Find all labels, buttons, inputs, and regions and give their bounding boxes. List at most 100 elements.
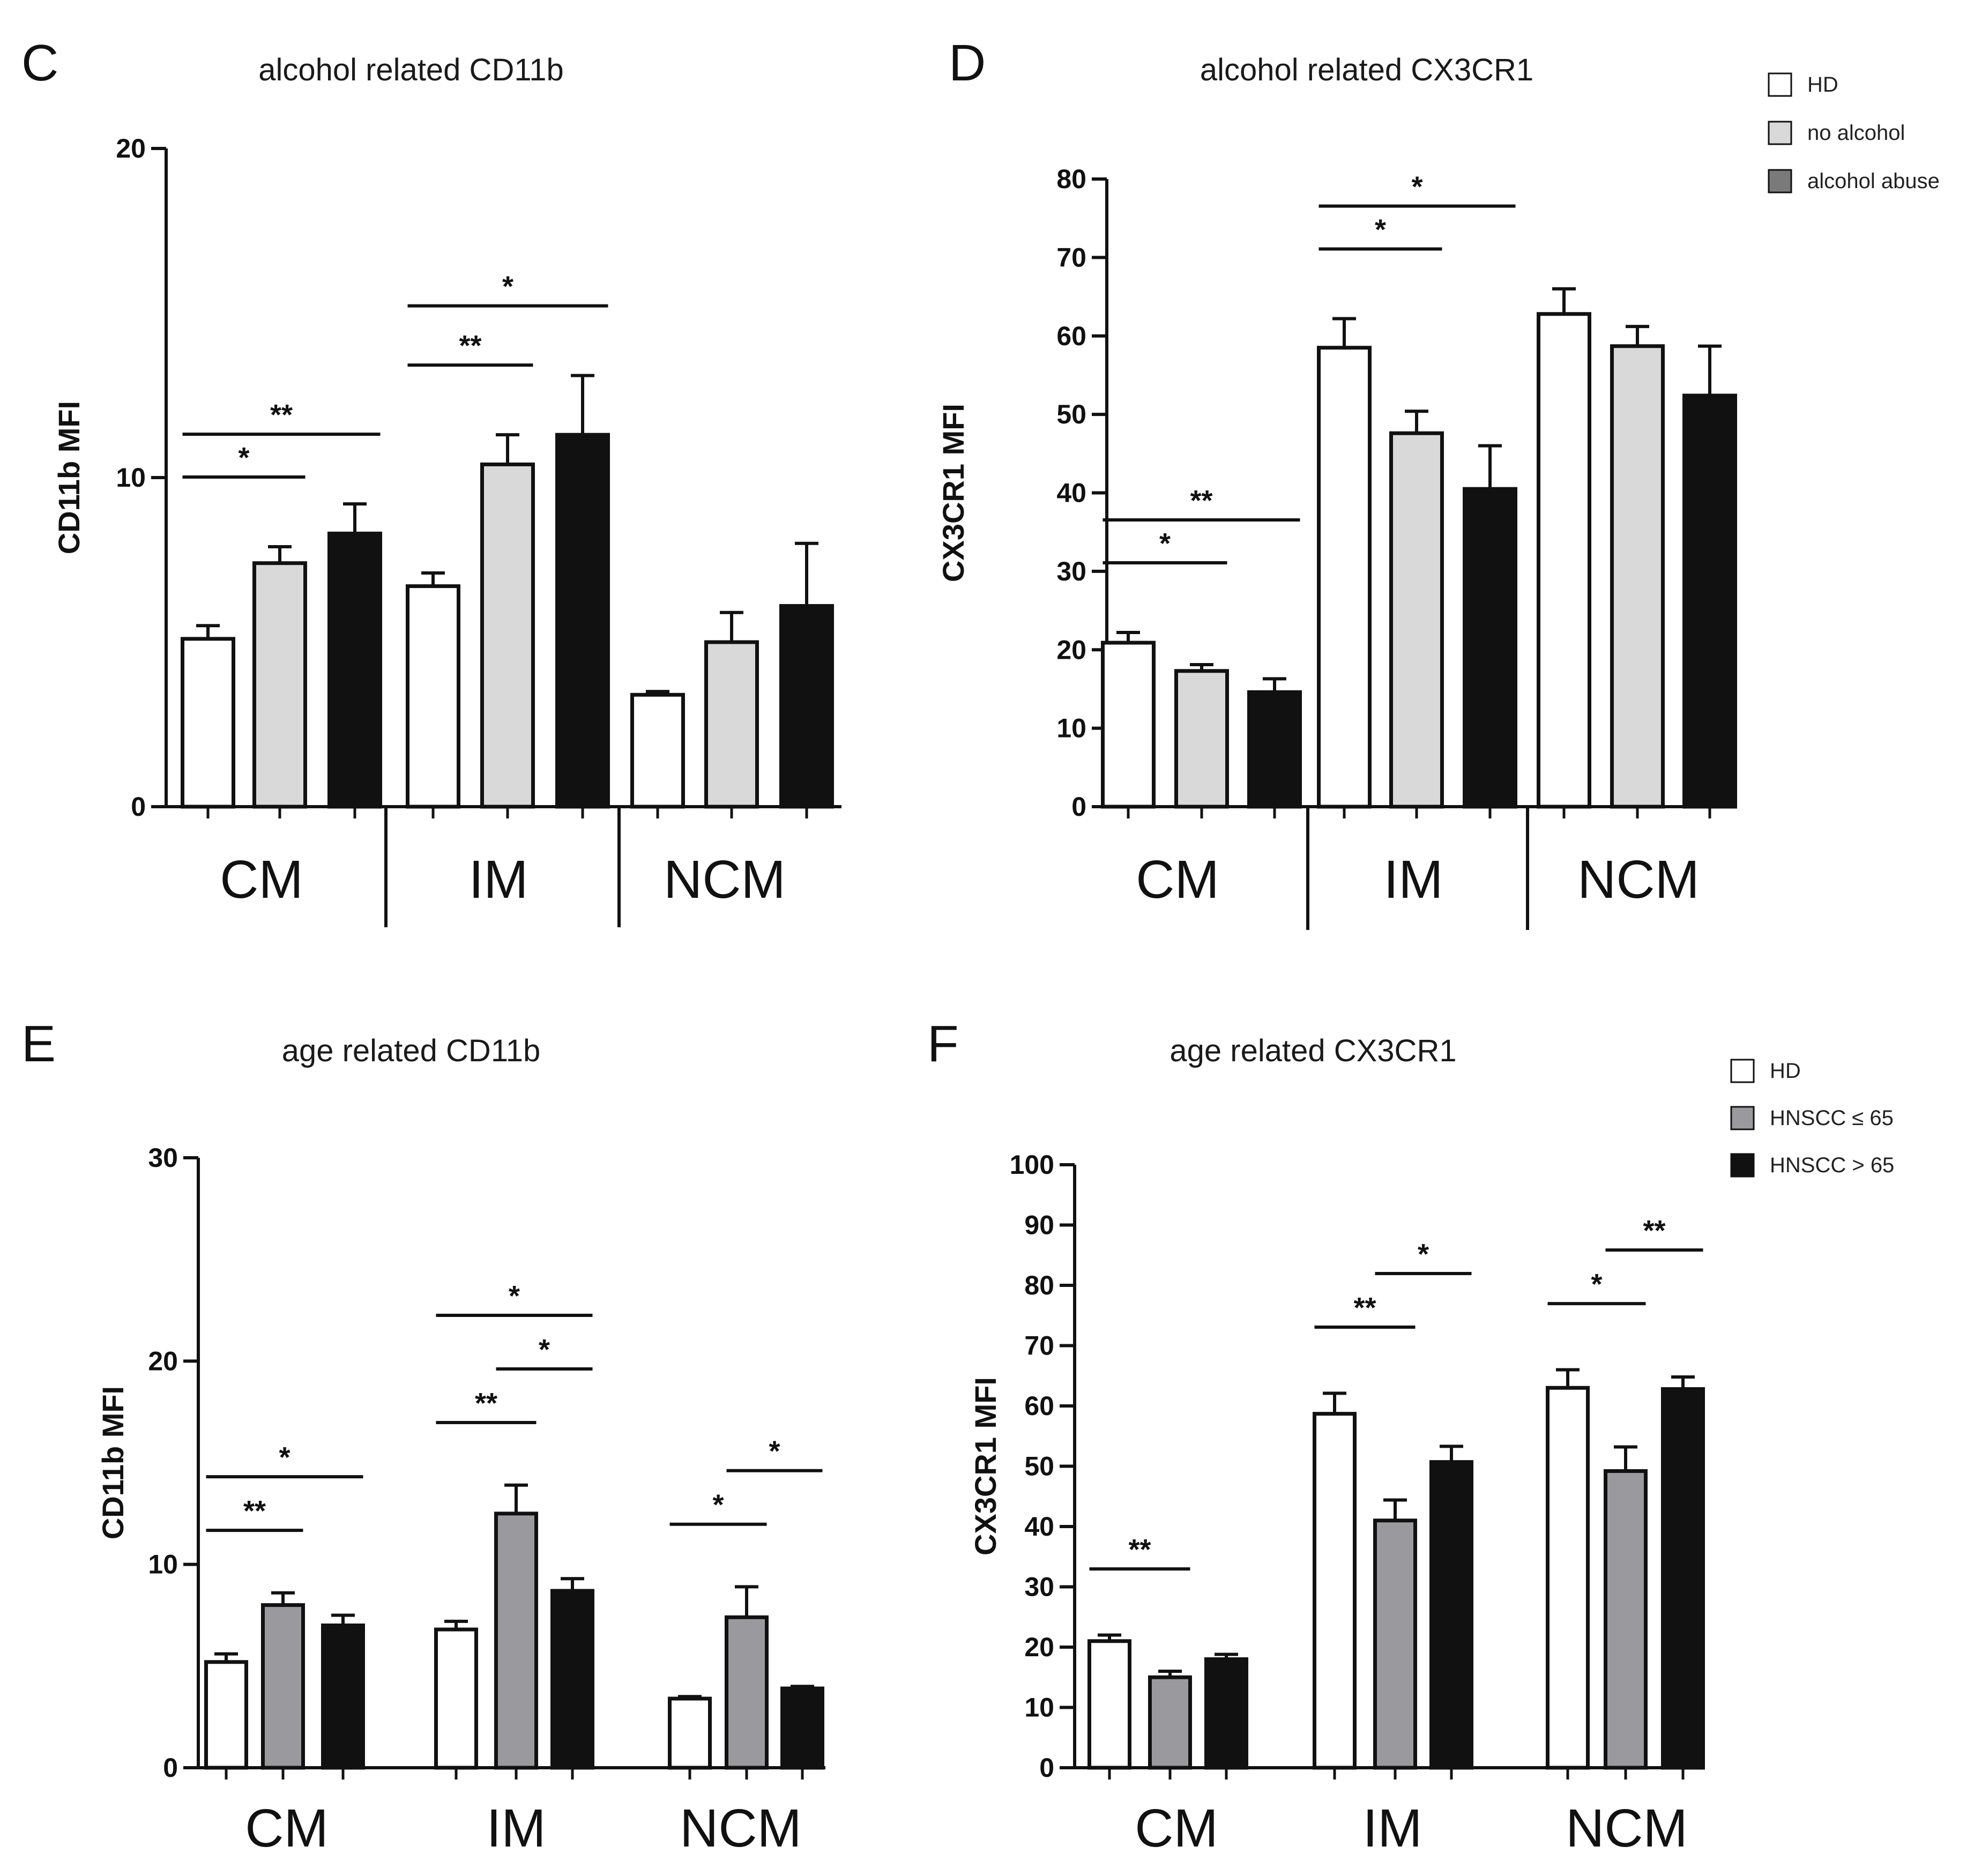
legend-entry: HNSCC > 65 (1770, 1153, 1894, 1177)
panel-d: D alcohol related CX3CR1 0 10 20 30 40 50 60 70… (936, 34, 1940, 930)
y-tick-label: 20 (1024, 1632, 1054, 1662)
y-tick-label: 20 (1056, 635, 1086, 665)
bar (1087, 1639, 1131, 1770)
chart-title: alcohol related CX3CR1 (1200, 53, 1533, 87)
significance-label: ** (1128, 1533, 1151, 1566)
bar (1247, 690, 1302, 809)
y-tick-label: 70 (1056, 242, 1086, 272)
panel-letter: F (927, 1015, 959, 1073)
bar (1610, 344, 1665, 809)
y-tick-label: 100 (1010, 1150, 1054, 1180)
bar (480, 462, 535, 809)
bar (494, 1512, 538, 1770)
y-tick-label: 20 (116, 133, 146, 163)
x-group-label: CM (245, 1798, 329, 1858)
bar (321, 1623, 365, 1770)
panel-letter: D (949, 34, 986, 92)
x-group-label: IM (486, 1798, 546, 1858)
bar (704, 640, 759, 809)
significance-label: ** (475, 1387, 497, 1419)
significance-label: ** (270, 399, 293, 431)
legend-entry: HD (1770, 1059, 1801, 1083)
y-tick-label: 30 (1056, 556, 1086, 586)
x-group-label: CM (1136, 850, 1219, 910)
y-tick-label: 20 (148, 1346, 178, 1376)
bar (1313, 1412, 1357, 1770)
significance-label: ** (1190, 485, 1212, 517)
y-tick-label: 80 (1056, 164, 1086, 194)
bar (261, 1603, 305, 1770)
y-tick-label: 70 (1024, 1331, 1054, 1361)
legend-swatch (1730, 1153, 1755, 1178)
legend-swatch (1768, 72, 1792, 97)
y-axis-label: CX3CR1 MFI (936, 404, 970, 582)
y-tick-label: 50 (1056, 399, 1086, 429)
bar (1661, 1387, 1705, 1770)
bar (1682, 393, 1737, 809)
significance-label: * (1591, 1268, 1602, 1300)
y-tick-label: 30 (148, 1143, 178, 1173)
y-tick-label: 0 (1039, 1753, 1054, 1783)
bar (668, 1696, 712, 1770)
significance-label: * (539, 1334, 550, 1366)
chart-title: age related CX3CR1 (1169, 1033, 1456, 1068)
bar (1429, 1460, 1473, 1770)
panel-e: E age related CD11b 0 10 20 30 CD11b MFI CM IM… (21, 1015, 825, 1858)
bar (630, 693, 685, 809)
bar (327, 531, 382, 809)
significance-label: * (712, 1489, 724, 1521)
legend-swatch (1768, 121, 1792, 145)
significance-label: * (769, 1435, 780, 1468)
y-tick-label: 40 (1056, 478, 1086, 508)
bar (434, 1627, 478, 1770)
y-axis-label: CX3CR1 MFI (969, 1377, 1002, 1555)
panel-letter: E (21, 1015, 56, 1073)
legend-swatch (1768, 169, 1792, 193)
y-tick-label: 0 (131, 792, 146, 822)
y-tick-label: 10 (1024, 1693, 1054, 1723)
significance-label: * (502, 271, 513, 303)
bar (181, 637, 235, 809)
y-tick-label: 90 (1024, 1210, 1054, 1240)
bar (1174, 669, 1229, 809)
bar (252, 561, 307, 809)
bar (1317, 346, 1372, 809)
panel-c: C alcohol related CD11b 0 10 20 CD11b MFI CM… (21, 34, 841, 927)
x-group-label: CM (220, 850, 303, 910)
significance-label: * (1375, 214, 1386, 246)
bar (555, 433, 610, 809)
y-tick-label: 10 (116, 463, 146, 493)
significance-label: * (1411, 171, 1422, 203)
x-group-label: IM (468, 850, 528, 910)
significance-label: * (1159, 527, 1171, 560)
panel-letter: C (21, 34, 58, 92)
chart-title: alcohol related CD11b (258, 53, 564, 87)
y-tick-label: 80 (1024, 1270, 1054, 1300)
significance-label: * (279, 1441, 290, 1473)
bar (1463, 487, 1517, 809)
bar (1101, 641, 1156, 809)
significance-label: ** (1643, 1215, 1665, 1247)
bar (1389, 431, 1444, 809)
bar (1204, 1657, 1248, 1770)
x-group-label: CM (1135, 1798, 1218, 1858)
bar (779, 604, 834, 809)
y-tick-label: 50 (1024, 1451, 1054, 1482)
y-tick-label: 10 (148, 1550, 178, 1580)
bar (406, 584, 460, 809)
bar (725, 1615, 769, 1770)
bar (1373, 1518, 1417, 1770)
y-axis-label: CD11b MFI (96, 1386, 130, 1539)
significance-label: * (1418, 1238, 1429, 1270)
y-tick-label: 60 (1024, 1391, 1054, 1421)
legend-entry: no alcohol (1807, 121, 1905, 145)
significance-label: * (238, 442, 249, 474)
x-group-label: NCM (664, 850, 786, 910)
x-group-label: IM (1362, 1798, 1422, 1858)
significance-label: ** (243, 1495, 266, 1527)
y-tick-label: 0 (1071, 792, 1086, 822)
bar (550, 1589, 594, 1770)
bar (1546, 1386, 1590, 1770)
x-group-label: NCM (1566, 1798, 1688, 1858)
